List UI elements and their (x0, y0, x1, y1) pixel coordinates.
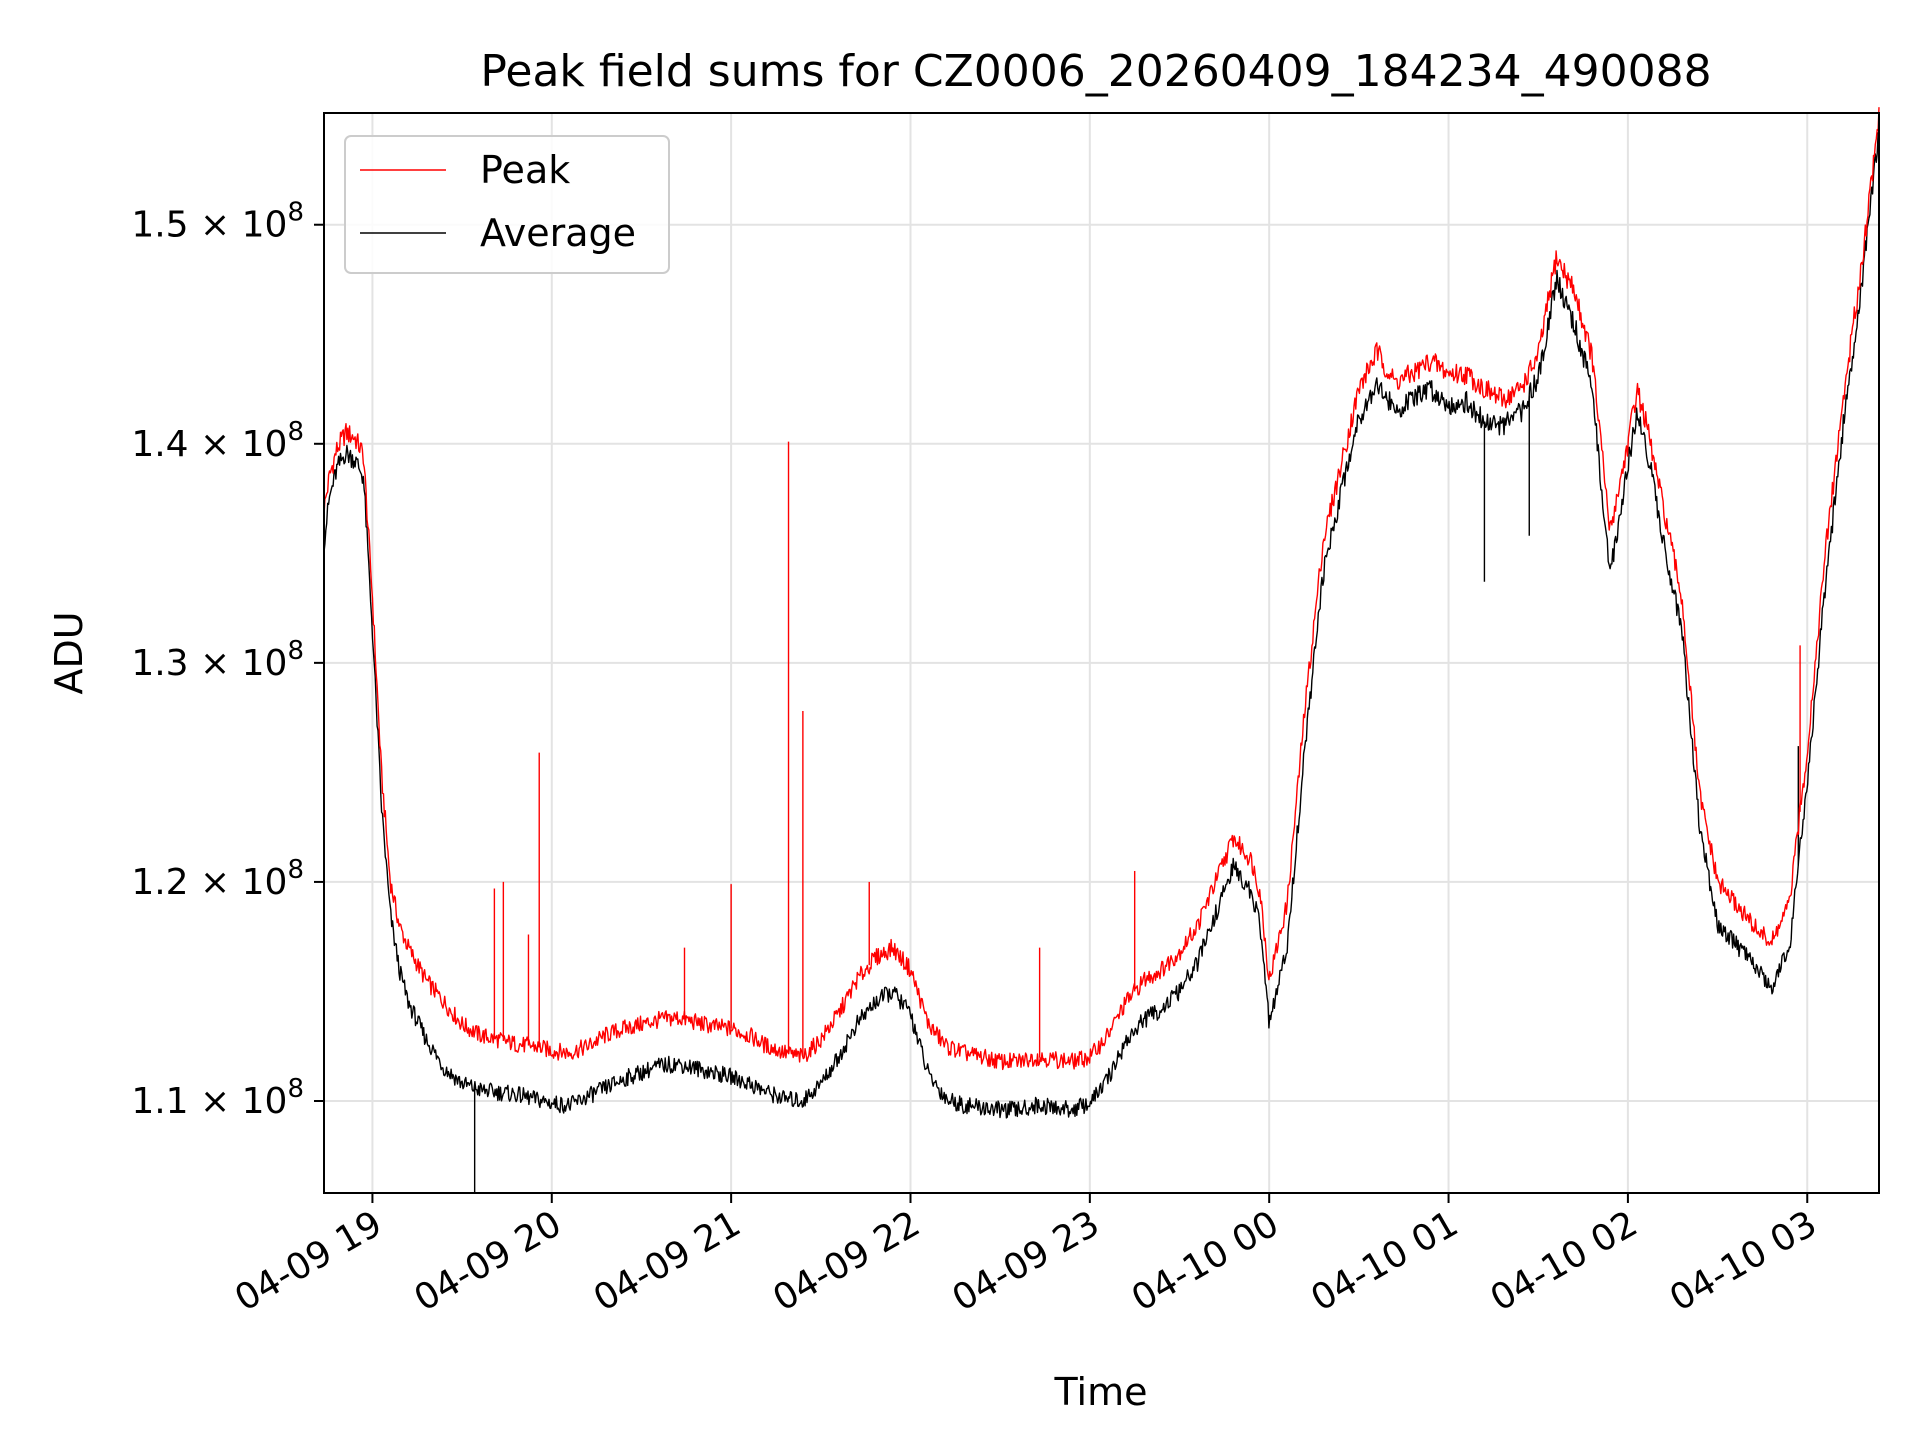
y-tick-exponent: 8 (287, 198, 304, 228)
chart-title: Peak field sums for CZ0006_20260409_1842… (480, 46, 1711, 97)
y-tick-label: 1.2 × 108 (131, 855, 304, 903)
y-tick-exponent: 8 (287, 1074, 304, 1104)
y-tick-mantissa: 1.5 × 10 (131, 205, 287, 246)
y-tick-exponent: 8 (287, 417, 304, 447)
y-tick-mantissa: 1.1 × 10 (131, 1081, 287, 1122)
y-tick-mantissa: 1.4 × 10 (131, 424, 287, 465)
legend-label-average: Average (480, 211, 636, 255)
legend-label-peak: Peak (480, 148, 570, 192)
y-tick-exponent: 8 (287, 855, 304, 885)
y-tick-mantissa: 1.3 × 10 (131, 643, 287, 684)
x-axis-label: Time (1054, 1370, 1148, 1414)
series-layer (323, 107, 1880, 1193)
legend: Peak Average (344, 135, 670, 274)
y-tick-label: 1.4 × 108 (131, 417, 304, 465)
grid (324, 113, 1879, 1193)
y-tick-label: 1.5 × 108 (131, 198, 304, 246)
plot-frame (323, 112, 1880, 1194)
y-tick-exponent: 8 (287, 636, 304, 666)
y-tick-label: 1.1 × 108 (131, 1074, 304, 1122)
series-line-average (323, 132, 1880, 1119)
y-axis-label: ADU (47, 611, 91, 694)
y-tick-mantissa: 1.2 × 10 (131, 862, 287, 903)
y-tick-label: 1.3 × 108 (131, 636, 304, 684)
series-line-peak (323, 107, 1880, 1071)
